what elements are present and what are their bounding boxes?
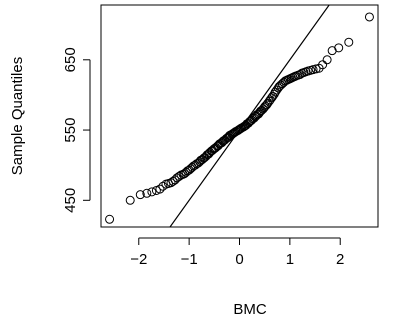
qq-reference-line — [169, 5, 330, 227]
data-point — [135, 190, 145, 200]
x-axis-label: BMC — [233, 301, 267, 318]
x-tick-label: 2 — [336, 251, 344, 268]
x-tick-label: −1 — [181, 251, 198, 268]
y-tick-label: 550 — [62, 118, 79, 143]
data-point — [125, 195, 135, 205]
data-point — [318, 60, 328, 70]
data-point — [105, 214, 115, 224]
data-point — [155, 184, 165, 194]
y-tick-label: 450 — [62, 188, 79, 213]
data-point — [344, 37, 354, 47]
data-point — [334, 43, 344, 53]
plot-frame — [100, 4, 379, 228]
y-axis-label: Sample Quantiles — [9, 57, 26, 175]
data-point — [142, 188, 152, 198]
data-point — [322, 55, 332, 65]
data-point — [147, 187, 157, 197]
x-tick-label: 1 — [286, 251, 294, 268]
x-tick-label: 0 — [235, 251, 243, 268]
y-tick-label: 650 — [62, 47, 79, 72]
data-point — [364, 12, 374, 22]
x-tick-label: −2 — [130, 251, 147, 268]
data-point — [158, 181, 168, 191]
